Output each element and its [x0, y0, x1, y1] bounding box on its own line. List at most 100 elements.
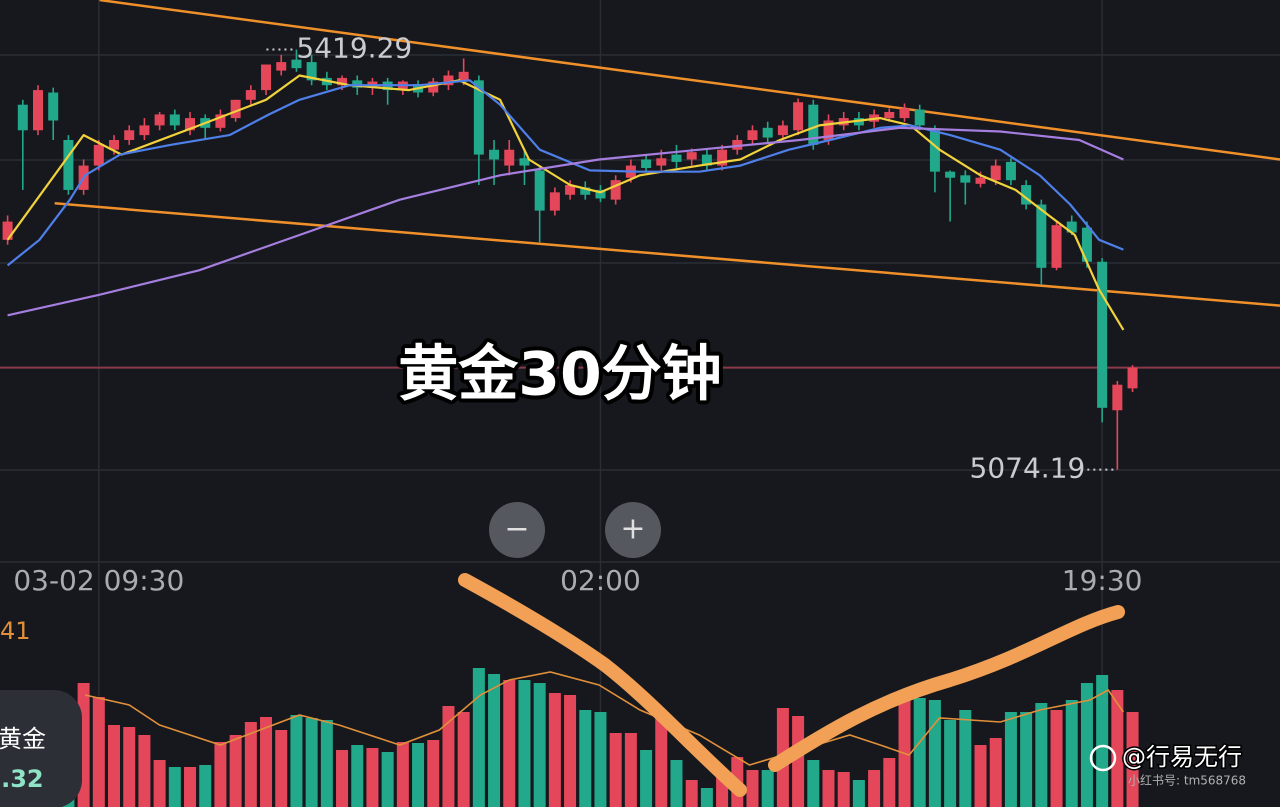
candle-body [747, 130, 758, 140]
button-bg[interactable] [605, 502, 661, 558]
candle-body [595, 189, 606, 199]
candle-body [732, 140, 743, 150]
volume-bar [168, 767, 181, 807]
candle-body [580, 187, 591, 195]
button-label[interactable]: − [504, 512, 529, 547]
trend-line [54, 202, 1280, 307]
volume-bar [153, 760, 166, 807]
candle-body [63, 140, 74, 190]
volume-bar [594, 712, 607, 807]
candle-body [990, 165, 1001, 181]
badge-name[interactable]: 黄金 [0, 725, 46, 753]
trend-line [99, 0, 1280, 161]
candle-body [2, 221, 13, 240]
moving-average [6, 74, 1125, 331]
volume-bar [883, 758, 896, 807]
volume-bar [1126, 712, 1139, 807]
candle-body [777, 125, 788, 136]
candle-body [306, 62, 317, 81]
candle-body [109, 140, 120, 150]
moving-average [6, 79, 1124, 267]
volume-bar [275, 730, 288, 807]
candle-body [1005, 161, 1016, 181]
candle-body [33, 90, 44, 131]
button-label[interactable]: + [620, 512, 645, 547]
volume-bar [533, 683, 546, 807]
button-bg[interactable] [489, 502, 545, 558]
volume-bar [1035, 703, 1048, 807]
volume-bar [366, 748, 379, 807]
volume-bar [579, 710, 592, 807]
volume-bar [852, 780, 865, 807]
volume-bar [1080, 683, 1093, 807]
zoom-out-button[interactable]: − [489, 502, 545, 558]
volume-bar [138, 735, 151, 807]
candle-body [504, 149, 515, 166]
candle-body [93, 144, 104, 166]
volume-bar [290, 715, 303, 807]
moving-average [7, 126, 1124, 317]
volume-bar [655, 718, 668, 807]
volume-bar [457, 712, 470, 807]
watermark-icon [1089, 744, 1117, 772]
volume-bar [396, 742, 409, 807]
candle-body [671, 154, 682, 162]
candle-body [823, 120, 834, 140]
volume-bar [184, 767, 197, 807]
volume-bar [974, 745, 987, 807]
candle-body [914, 109, 925, 126]
volume-bar [792, 716, 805, 807]
candle-body [549, 192, 560, 211]
candle-body [945, 171, 956, 178]
x-tick-label: 02:00 [560, 564, 641, 597]
hand-drawn-annotation [458, 573, 1125, 797]
candle-body [701, 154, 712, 166]
badge-bg[interactable] [0, 690, 82, 807]
volume-bar [1111, 690, 1124, 807]
x-tick-label: 19:30 [1062, 564, 1143, 597]
labels: 03-02 09:30 02:00 19:30 5419.29 5074.19 41 [0, 32, 1142, 645]
candle-body [291, 59, 302, 69]
candle-body [1066, 221, 1077, 233]
candle-body [1051, 225, 1062, 268]
volume-bar [670, 760, 683, 807]
candle-body [154, 114, 165, 126]
low-price-label: 5074.19 [970, 452, 1086, 485]
candle-body [717, 149, 728, 166]
volume-bar [1004, 712, 1017, 807]
volume-bar [1065, 700, 1078, 807]
candle-body [686, 152, 697, 160]
high-price-label: 5419.29 [296, 32, 412, 65]
zoom-in-button[interactable]: + [605, 502, 661, 558]
candle-body [352, 80, 363, 88]
candle-body [1081, 227, 1092, 262]
volume-bar [92, 697, 105, 807]
volume-bar [442, 706, 455, 807]
volume-bar [320, 720, 333, 807]
volume-bar [761, 770, 774, 807]
volume-bar [1050, 710, 1063, 807]
candle-body [762, 127, 773, 138]
volume-bar [959, 710, 972, 807]
volume-bar [944, 720, 957, 807]
candle-body [245, 90, 256, 100]
volume-bar [214, 742, 227, 807]
volume-bar [488, 674, 501, 807]
volume-bar [564, 695, 577, 807]
candle-body [169, 114, 180, 126]
candle-body [960, 175, 971, 183]
chart-title: 黄金30分钟 [398, 340, 722, 410]
watermark-account: 小红书号: tm568768 [1128, 773, 1246, 788]
candle-body [884, 112, 895, 119]
volume-bar [640, 750, 653, 807]
badge-value[interactable]: 3.32 [0, 765, 44, 793]
symbol-badge[interactable]: 黄金 3.32 [0, 690, 82, 807]
volume-bar [381, 752, 394, 807]
volume-bar [700, 788, 713, 807]
candle-body [1097, 261, 1108, 408]
candle-body [473, 80, 484, 155]
candle-body [276, 62, 287, 71]
volume-bar [199, 765, 212, 807]
candle-body [519, 158, 530, 166]
candle-body [610, 180, 621, 200]
